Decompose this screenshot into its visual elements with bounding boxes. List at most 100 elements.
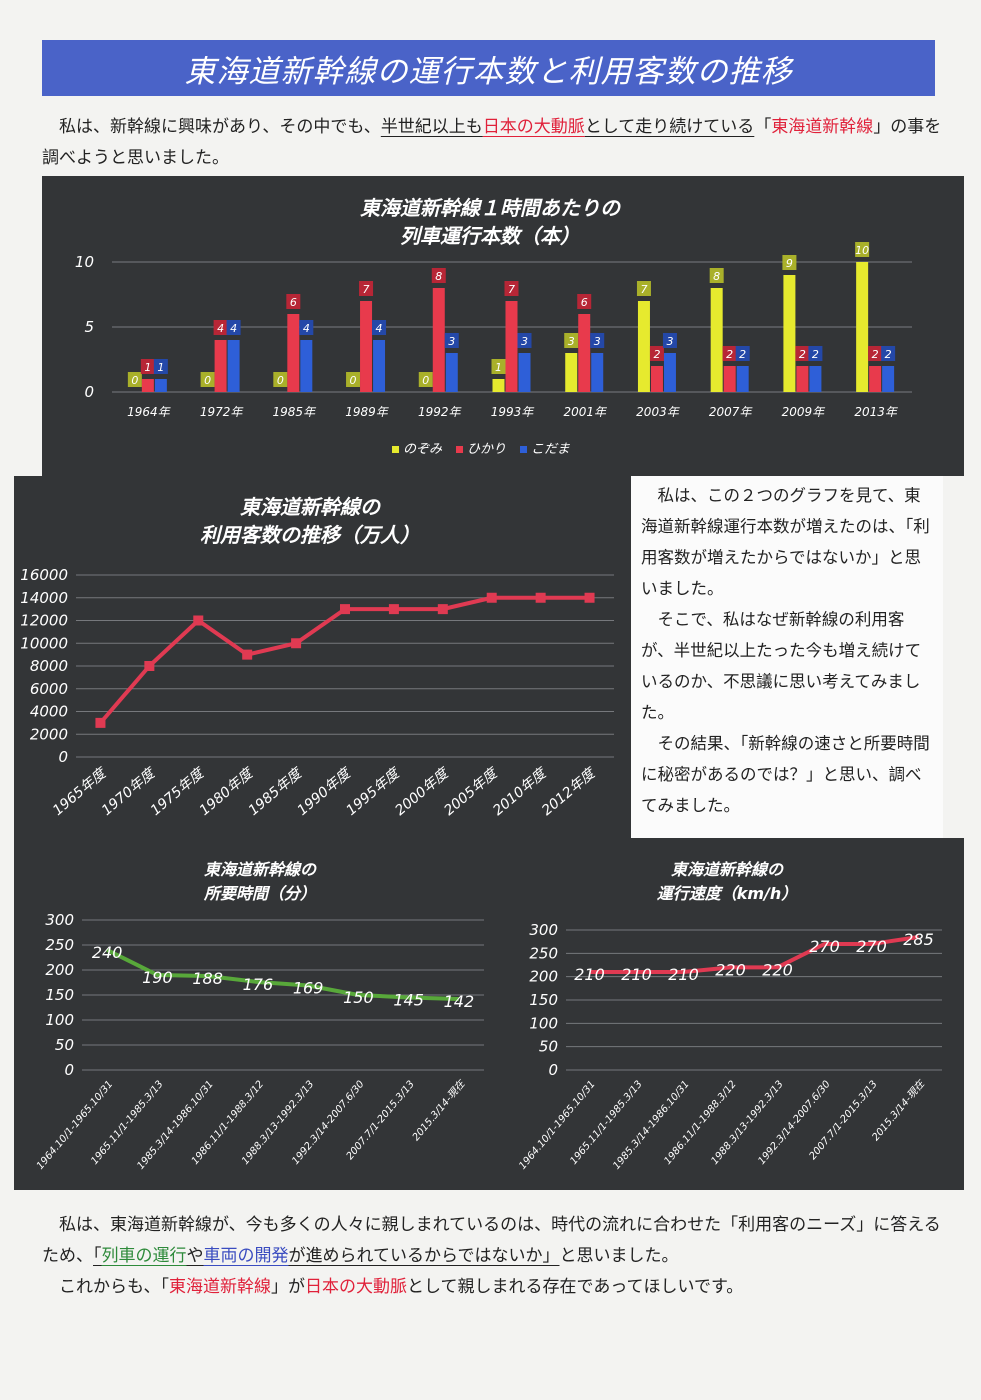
bar-y-tick-label: 0 [84,383,94,401]
bar-data-label: 4 [303,322,310,335]
conclusion-text-6: が進められているからではないか」 [288,1246,560,1266]
train-chart-legend: のぞみ ひかり こだま [392,438,570,457]
line-data-label: 210 [621,965,652,984]
bar-y-tick-label: 5 [84,318,94,336]
bar-data-label: 6 [581,296,588,309]
legend-hikari-label: ひかり [467,442,507,457]
bar-data-label-bg [444,333,459,348]
line-data-label: 142 [444,992,475,1011]
line-point [340,604,350,615]
bar-data-label: 9 [786,257,793,270]
time-chart-title-line2: 所要時間（分） [203,884,316,903]
line-data-label: 145 [393,991,424,1010]
bar-x-tick-label: 2001年 [563,405,608,419]
bar-data-label: 3 [568,335,575,348]
intro-text-5: 「 [754,117,772,137]
line-data-label: 220 [762,960,793,979]
bar-data-label-bg [662,333,677,348]
bar [723,366,736,392]
series-line [589,935,919,974]
bar-data-label: 8 [435,270,442,283]
bar-x-tick-label: 2007年 [709,405,754,419]
bar [637,301,650,392]
bar-data-label: 2 [812,348,819,361]
bar-data-label-bg [346,372,361,387]
side-paragraph-2: そこで、私はなぜ新幹線の利用客が、半世紀以上たった今も増え続けているのか、不思議… [641,610,922,722]
line-y-tick-label: 8000 [30,657,68,675]
bar-y-tick-label: 10 [75,253,94,271]
bar [154,379,167,392]
bar-data-label: 8 [713,270,720,283]
intro-text-2: 半世紀以上も [380,117,483,137]
line-point [535,592,546,603]
closing-text-4: 日本の大動脈 [305,1277,407,1297]
line-y-tick-label: 0 [64,1061,74,1079]
conclusion-text-3: 列車の運行 [101,1246,187,1266]
bar [710,288,723,392]
legend-kodama: こだま [520,438,570,457]
bar-data-label: 3 [666,335,673,348]
bar [591,353,604,392]
bar [214,340,227,392]
speed-chart-title: 東海道新幹線の 運行速度（km/h） [567,858,887,906]
bar-data-label-bg [286,294,301,309]
bar-data-label-bg [795,346,810,361]
bar-data-label-bg [213,320,228,335]
passenger-chart-title-line2: 利用客数の推移（万人） [200,523,420,547]
bar [300,340,313,392]
line-y-tick-label: 0 [548,1061,558,1079]
line-y-tick-label: 2000 [30,725,68,743]
bar-data-label: 2 [726,348,733,361]
line-data-label: 169 [293,979,324,998]
line-data-label: 190 [142,968,173,987]
bar-data-label-bg [517,333,532,348]
intro-paragraph: 私は、新幹線に興味があり、その中でも、半世紀以上も日本の大動脈として走り続けてい… [42,112,942,174]
legend-kodama-label: こだま [531,442,570,457]
speed-chart-title-line2: 運行速度（km/h） [656,884,798,903]
bar-data-label-bg [491,359,506,374]
bar-data-label-bg [577,294,592,309]
bar [492,379,505,392]
line-y-tick-label: 200 [529,968,558,986]
bar [663,353,676,392]
bar [360,301,373,392]
line-y-tick-label: 250 [45,936,74,954]
bar-data-label: 10 [855,244,869,257]
bar-data-label-bg [431,268,446,283]
conclusion-text-5: 車両の開発 [203,1246,289,1266]
line-data-label: 210 [668,965,699,984]
bar [432,288,445,392]
bar-data-label-bg [372,320,387,335]
bar-data-label-bg [127,372,142,387]
bar-data-label: 0 [350,374,357,387]
bar-data-label: 6 [290,296,297,309]
line-x-tick-label: 2015.3/14-現在 [410,1077,468,1143]
bar-data-label-bg [782,255,797,270]
intro-text-7: 」の事を調べようと思いました。 [42,117,942,168]
series-line [106,948,459,1001]
line-y-tick-label: 0 [58,748,68,766]
line-y-tick-label: 12000 [20,612,68,630]
conclusion-text-1: 私は、東海道新幹線が、今も多くの人々に親しまれているのは、時代の流れに合わせた「… [42,1215,941,1266]
closing-paragraph: これからも、「東海道新幹線」が日本の大動脈として親しまれる存在であってほしいです… [42,1272,942,1303]
bar-data-label: 2 [739,348,746,361]
time-line-chart: 0 50 100 150 200 250 300 240 190 188 176 169 150 145 1… [35,911,484,1172]
line-point [486,592,497,603]
line-data-label: 150 [343,988,374,1007]
bar-data-label: 1 [157,361,164,374]
bar-data-label: 3 [594,335,601,348]
intro-text-6: 東海道新幹線 [771,117,874,137]
intro-text-1: 私は、新幹線に興味があり、その中でも、 [59,117,381,137]
line-y-tick-label: 100 [45,1011,74,1029]
bar-data-label: 0 [422,374,429,387]
line-data-label: 210 [574,965,605,984]
bar-data-label-bg [418,372,433,387]
bar-data-label-bg [735,346,750,361]
bar-data-label: 3 [521,335,528,348]
line-point [291,638,302,649]
bar-x-tick-label: 1989年 [345,405,390,419]
bar-data-label: 7 [508,283,515,296]
line-y-tick-label: 300 [529,921,558,939]
line-y-tick-label: 150 [529,991,558,1009]
time-chart-title: 東海道新幹線の 所要時間（分） [100,858,420,906]
